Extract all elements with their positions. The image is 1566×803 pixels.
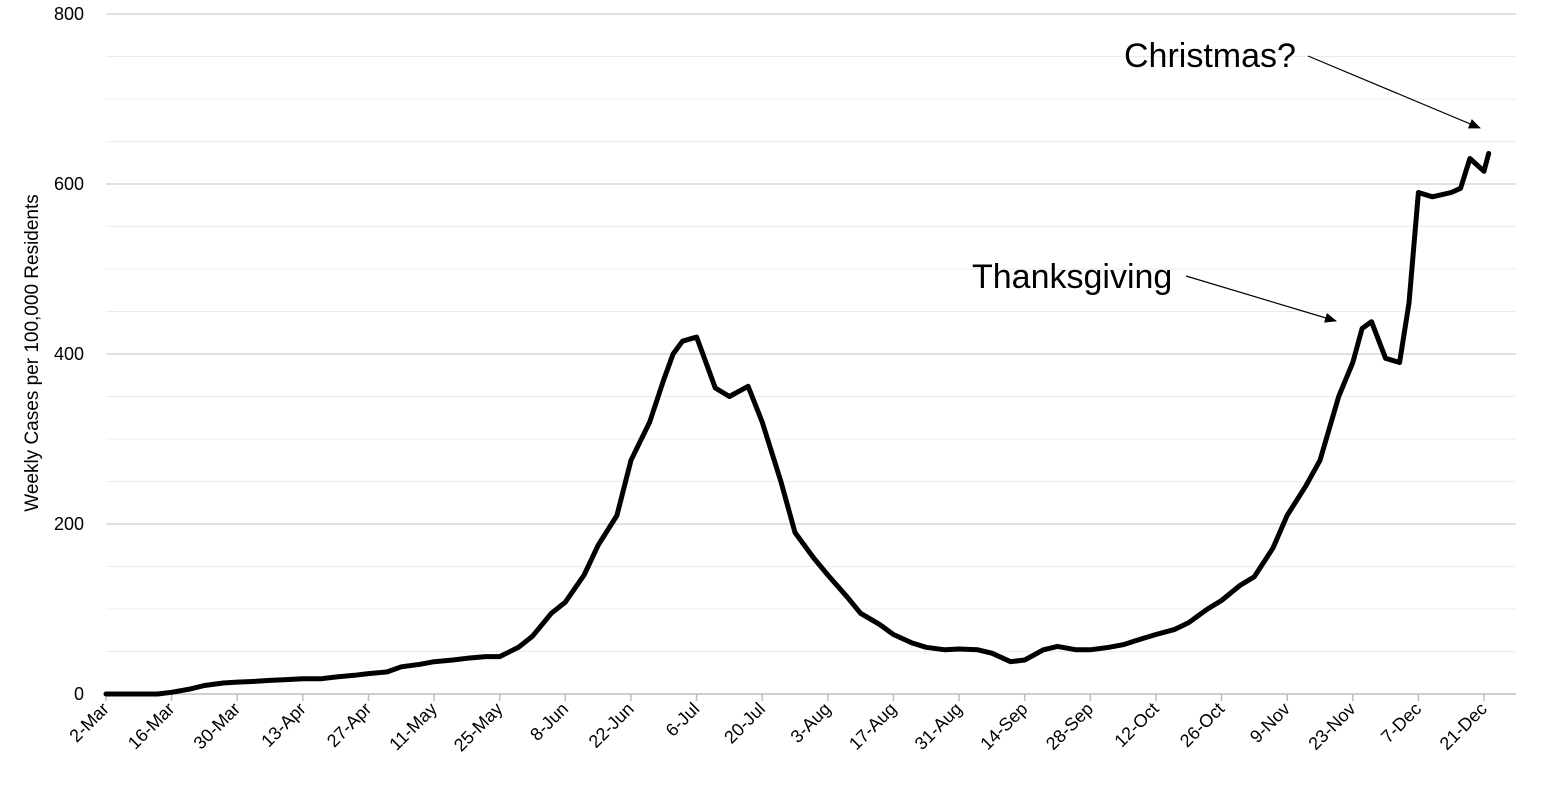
y-tick-label: 800 bbox=[54, 4, 84, 24]
y-tick-label: 200 bbox=[54, 514, 84, 534]
x-tick-label: 22-Jun bbox=[585, 699, 638, 752]
x-tick-label: 27-Apr bbox=[323, 699, 375, 751]
minor-gridlines bbox=[106, 56, 1516, 652]
x-tick-label: 20-Jul bbox=[720, 699, 769, 748]
x-tick-label: 16-Mar bbox=[124, 699, 178, 753]
y-tick-label: 400 bbox=[54, 344, 84, 364]
x-tick-label: 3-Aug bbox=[787, 699, 835, 747]
x-tick-label: 11-May bbox=[385, 699, 441, 755]
y-axis-title: Weekly Cases per 100,000 Residents bbox=[22, 194, 43, 512]
x-tick-label: 7-Dec bbox=[1377, 699, 1425, 747]
y-axis: 0 200 400 600 800 bbox=[54, 4, 84, 704]
x-tick-label: 14-Sep bbox=[976, 699, 1031, 754]
x-tick-label: 28-Sep bbox=[1042, 699, 1097, 754]
x-tick-label: 21-Dec bbox=[1436, 699, 1491, 754]
annotation-label: Thanksgiving bbox=[972, 258, 1172, 296]
x-tick-label: 6-Jul bbox=[662, 699, 704, 741]
x-tick-label: 12-Oct bbox=[1110, 699, 1162, 751]
annotation-label: Christmas? bbox=[1124, 37, 1296, 75]
y-tick-label: 600 bbox=[54, 174, 84, 194]
x-tick-label: 30-Mar bbox=[190, 699, 244, 753]
y-tick-label: 0 bbox=[74, 684, 84, 704]
annotation-arrow bbox=[1185, 275, 1337, 323]
x-tick-label: 23-Nov bbox=[1304, 699, 1359, 754]
x-tick-label: 31-Aug bbox=[911, 699, 966, 754]
x-tick-label: 2-Mar bbox=[65, 699, 112, 746]
x-tick-label: 25-May bbox=[450, 699, 507, 756]
annotations: Thanksgiving Christmas? bbox=[972, 37, 1481, 323]
series-line bbox=[103, 150, 1492, 697]
x-tick-label: 9-Nov bbox=[1246, 699, 1294, 747]
series-group bbox=[103, 150, 1492, 697]
x-axis: 2-Mar 16-Mar 30-Mar 13-Apr 27-Apr 11-May 25-Ma… bbox=[65, 693, 1516, 756]
annotation-arrow bbox=[1307, 55, 1481, 129]
x-tick-label: 8-Jun bbox=[526, 699, 572, 745]
x-tick-label: 26-Oct bbox=[1176, 699, 1228, 751]
x-tick-label: 13-Apr bbox=[257, 699, 309, 751]
x-tick-label: 17-Aug bbox=[845, 699, 900, 754]
